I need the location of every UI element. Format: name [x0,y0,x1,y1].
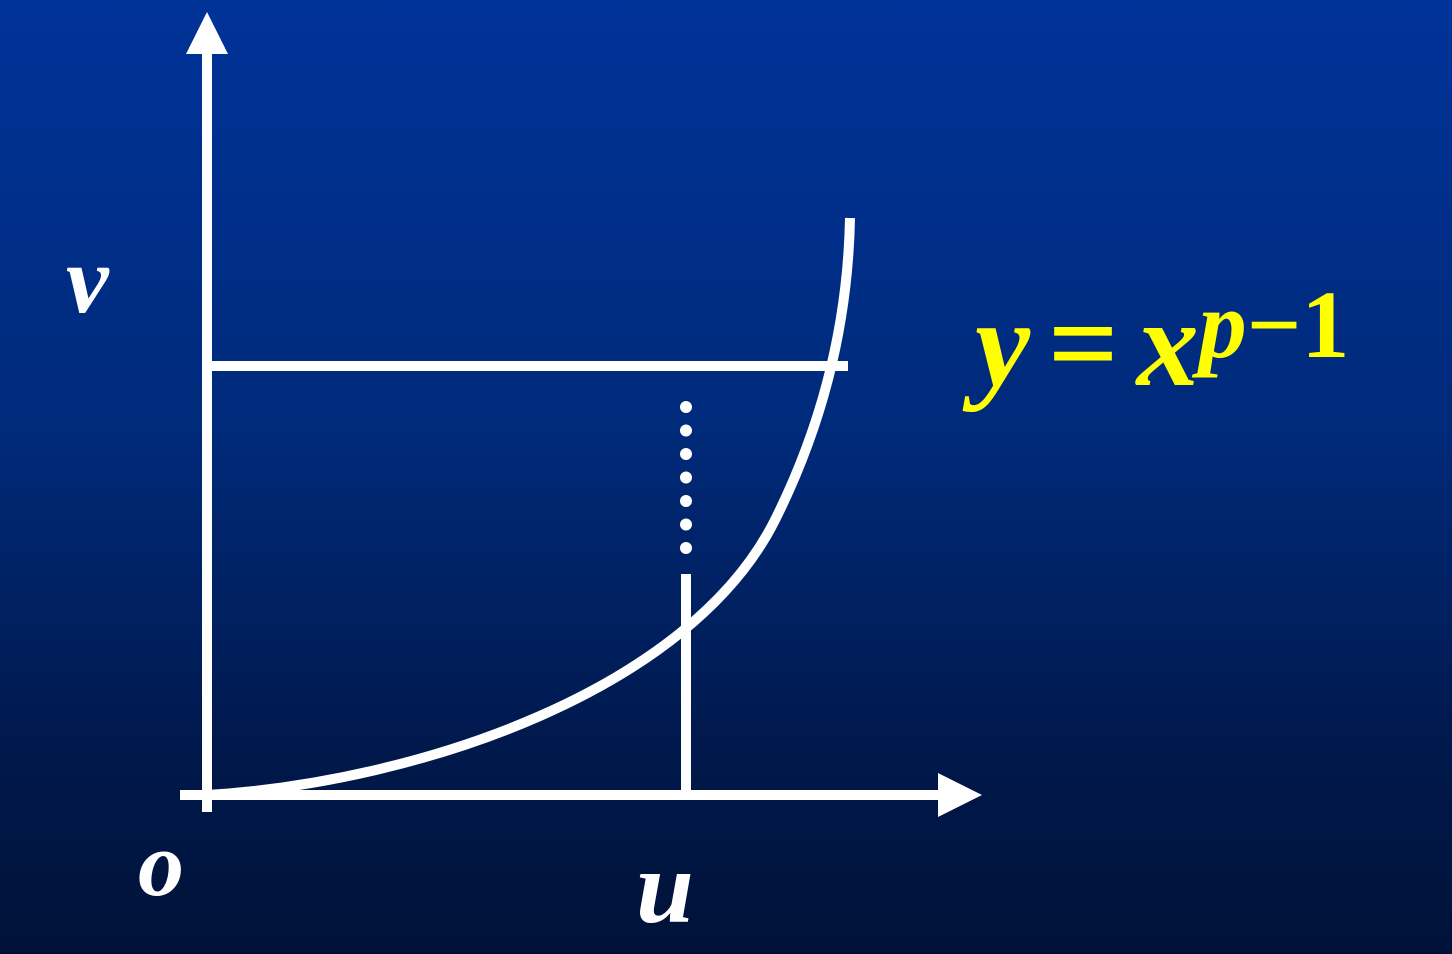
power-curve [206,217,855,800]
u-axis-label: u [636,830,694,945]
equation-equals: = [1048,275,1119,412]
exponent-variable: p [1198,271,1247,378]
y-axis-arrowhead [186,12,228,54]
equation-exponent: p−1 [1199,271,1350,378]
v-axis-label: v [66,226,109,333]
equation-lhs: y [975,275,1031,412]
exponent-minus-one: −1 [1246,271,1350,378]
equation-base: x [1136,275,1199,412]
x-axis-arrowhead [938,773,982,817]
curve-equation: y = xp−1 [975,277,1349,406]
origin-label: o [138,813,184,915]
